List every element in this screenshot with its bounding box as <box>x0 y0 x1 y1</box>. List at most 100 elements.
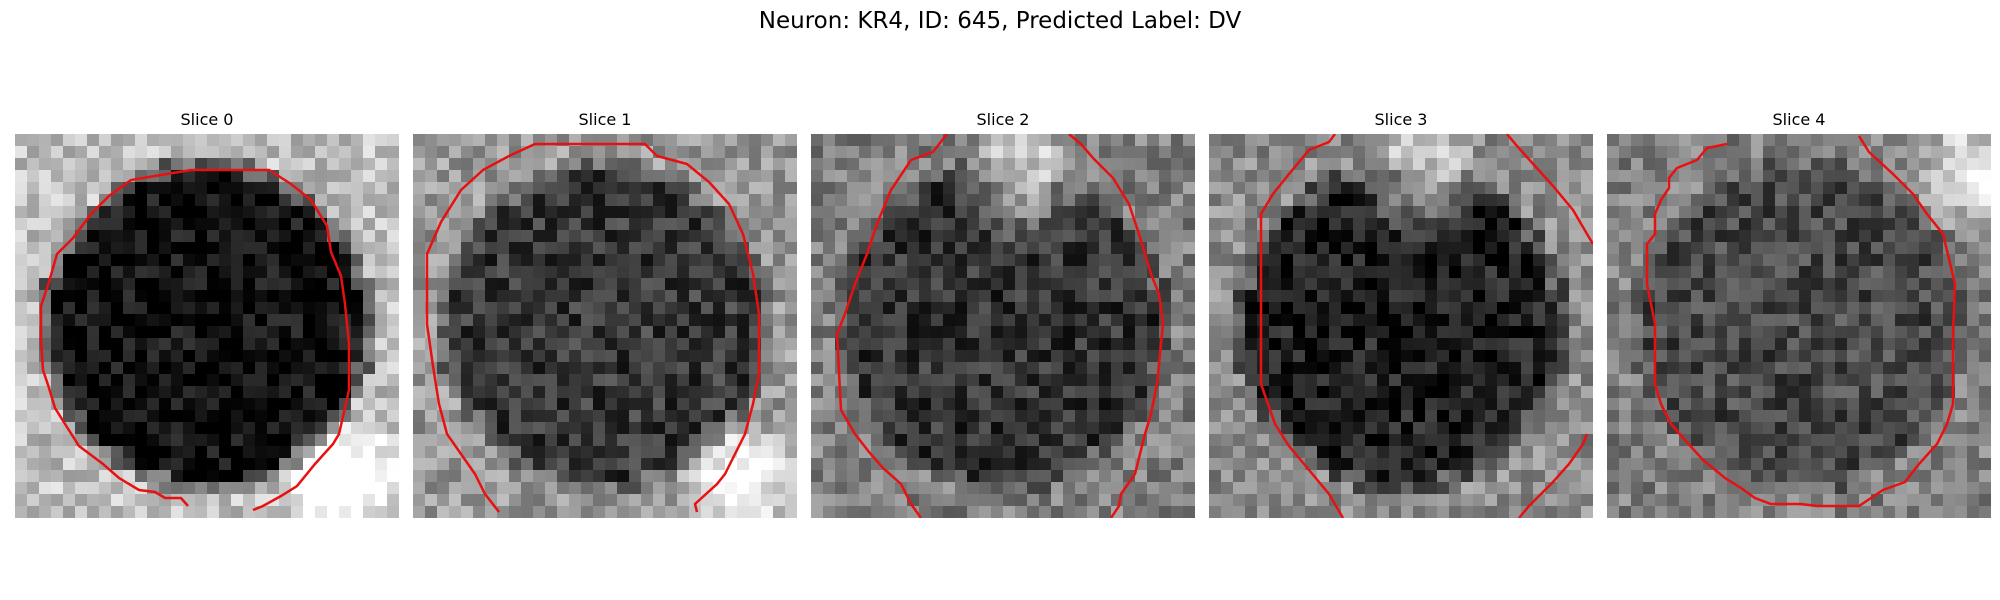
pixel <box>713 134 726 147</box>
pixel <box>255 266 268 279</box>
pixel <box>737 170 750 183</box>
pixel <box>1943 302 1956 315</box>
pixel <box>1413 398 1426 411</box>
pixel <box>509 278 522 291</box>
pixel <box>27 506 40 518</box>
pixel <box>375 254 388 267</box>
pixel <box>701 326 714 339</box>
pixel <box>931 386 944 399</box>
pixel <box>147 470 160 483</box>
pixel <box>449 482 462 495</box>
pixel <box>1437 470 1450 483</box>
pixel <box>1715 230 1728 243</box>
pixel <box>737 386 750 399</box>
pixel <box>737 506 750 518</box>
pixel <box>1679 242 1692 255</box>
pixel <box>1835 446 1848 459</box>
pixel <box>425 362 438 375</box>
pixel <box>773 206 786 219</box>
pixel <box>27 470 40 483</box>
pixel <box>461 230 474 243</box>
pixel <box>749 218 762 231</box>
pixel <box>1883 230 1896 243</box>
pixel <box>883 278 896 291</box>
pixel <box>847 158 860 171</box>
pixel <box>509 494 522 507</box>
pixel <box>785 374 797 387</box>
pixel <box>1245 494 1258 507</box>
pixel <box>1365 242 1378 255</box>
pixel <box>1485 218 1498 231</box>
pixel <box>485 374 498 387</box>
pixel <box>533 374 546 387</box>
pixel <box>967 206 980 219</box>
pixel <box>773 170 786 183</box>
pixel <box>339 506 352 518</box>
pixel <box>1123 314 1136 327</box>
pixel <box>1691 242 1704 255</box>
pixel <box>1015 302 1028 315</box>
pixel <box>1751 302 1764 315</box>
pixel <box>1245 338 1258 351</box>
pixel <box>749 494 762 507</box>
pixel <box>485 218 498 231</box>
pixel <box>461 242 474 255</box>
pixel <box>303 482 316 495</box>
pixel <box>1607 326 1620 339</box>
pixel <box>1775 206 1788 219</box>
pixel <box>183 158 196 171</box>
pixel <box>1607 386 1620 399</box>
pixel <box>1317 182 1330 195</box>
pixel <box>1715 374 1728 387</box>
pixel <box>1183 314 1195 327</box>
pixel <box>1329 446 1342 459</box>
pixel <box>1497 290 1510 303</box>
pixel <box>785 230 797 243</box>
pixel <box>1341 434 1354 447</box>
pixel <box>653 218 666 231</box>
pixel <box>255 386 268 399</box>
pixel <box>63 350 76 363</box>
pixel <box>979 230 992 243</box>
pixel <box>497 482 510 495</box>
pixel <box>1763 374 1776 387</box>
pixel <box>485 134 498 147</box>
pixel <box>1135 170 1148 183</box>
pixel <box>1907 254 1920 267</box>
pixel <box>761 494 774 507</box>
pixel <box>701 506 714 518</box>
pixel <box>195 158 208 171</box>
pixel <box>1557 434 1570 447</box>
pixel <box>147 350 160 363</box>
pixel <box>135 470 148 483</box>
pixel <box>303 398 316 411</box>
pixel <box>1655 182 1668 195</box>
pixel <box>1619 350 1632 363</box>
pixel <box>871 398 884 411</box>
pixel <box>1811 362 1824 375</box>
pixel <box>1123 410 1136 423</box>
pixel <box>327 158 340 171</box>
pixel <box>171 266 184 279</box>
pixel <box>955 290 968 303</box>
pixel <box>919 182 932 195</box>
pixel <box>171 146 184 159</box>
pixel <box>509 218 522 231</box>
pixel <box>473 146 486 159</box>
pixel <box>785 386 797 399</box>
pixel <box>1895 242 1908 255</box>
pixel <box>1509 446 1522 459</box>
pixel <box>871 374 884 387</box>
pixel <box>1171 338 1184 351</box>
pixel <box>1643 434 1656 447</box>
pixel <box>1147 242 1160 255</box>
pixel <box>1955 290 1968 303</box>
pixel <box>785 194 797 207</box>
pixel <box>943 350 956 363</box>
pixel <box>1811 290 1824 303</box>
pixel <box>363 134 376 147</box>
pixel <box>1027 218 1040 231</box>
pixel <box>1931 266 1944 279</box>
pixel <box>461 446 474 459</box>
pixel <box>1159 206 1172 219</box>
